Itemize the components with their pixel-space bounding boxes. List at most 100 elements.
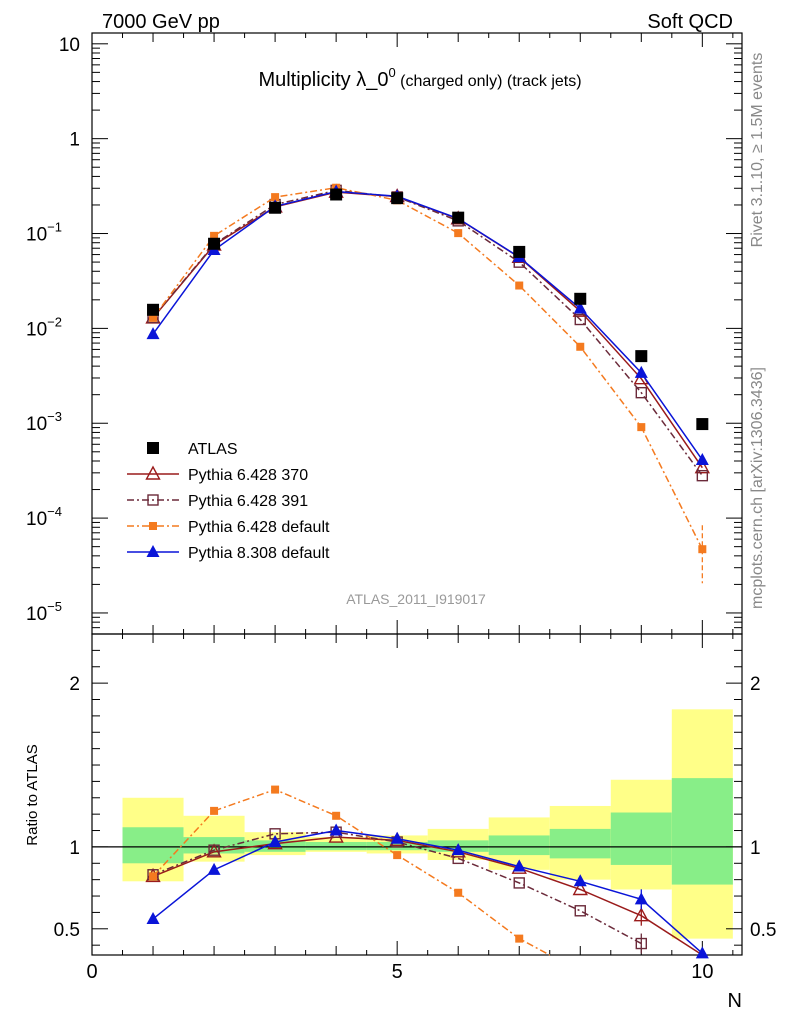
legend-entry: Pythia 8.308 default — [127, 545, 330, 562]
data-point — [576, 342, 585, 351]
chart-title-sup: 0 — [388, 65, 395, 80]
y-tick-label: 10−3 — [26, 409, 62, 435]
x-axis-label: N — [728, 990, 742, 1012]
data-point — [269, 201, 282, 214]
y-tick-label: 10−5 — [26, 599, 62, 625]
data-point — [513, 245, 526, 258]
y-tick-label-base: 10 — [26, 225, 47, 246]
legend-entry: Pythia 6.428 default — [127, 519, 330, 536]
y-tick-label-exponent: −2 — [47, 314, 62, 329]
legend-label: Pythia 6.428 391 — [188, 493, 308, 510]
ratio-data-point — [146, 911, 160, 924]
data-point — [635, 350, 648, 363]
series-atlas — [147, 188, 709, 431]
mcplots-label: mcplots.cern.ch [arXiv:1306.3436] — [749, 367, 766, 609]
y-tick-label: 1 — [69, 130, 80, 151]
stat-band — [610, 812, 672, 865]
series-pythia-6-428-391 — [147, 184, 709, 482]
ratio-series-pythia-6-428-default — [149, 785, 551, 956]
energy-label: 7000 GeV pp — [102, 11, 220, 33]
rivet-version-label: Rivet 3.1.10, ≥ 1.5M events — [749, 53, 766, 248]
ratio-data-point — [574, 905, 586, 917]
chart-title: Multiplicity λ_00 (charged only) (track … — [258, 65, 581, 91]
main-panel-frame — [91, 32, 743, 635]
chart-title-suffix: (charged only) (track jets) — [396, 73, 582, 90]
data-point — [452, 211, 465, 224]
legend-label: Pythia 6.428 default — [188, 519, 330, 536]
ratio-panel-frame — [91, 633, 743, 956]
legend-entry: Pythia 6.428 370 — [127, 465, 308, 484]
x-tick-label: 10 — [691, 961, 713, 983]
chart-title-main: Multiplicity λ_0 — [258, 69, 388, 91]
main-panel-series — [145, 183, 711, 584]
data-point — [391, 192, 404, 205]
ratio-data-point — [332, 811, 341, 820]
legend-entry: ATLAS — [147, 441, 238, 458]
data-point — [698, 545, 707, 554]
data-point — [146, 327, 160, 340]
legend-label: Pythia 6.428 370 — [188, 467, 308, 484]
legend-marker — [147, 494, 159, 506]
y-tick-label-exponent: −1 — [47, 220, 62, 235]
series-line — [152, 186, 703, 550]
ratio-series-pythia-8-308-default — [146, 823, 709, 959]
ratio-data-point — [451, 843, 465, 856]
ratio-data-point — [513, 877, 525, 889]
data-point — [147, 303, 160, 316]
series-line — [152, 190, 703, 461]
ratio-data-point — [572, 881, 588, 896]
legend: ATLAS Pythia 6.428 370 Pythia 6.428 391 Pyt… — [127, 441, 330, 562]
ratio-series-line — [152, 836, 703, 956]
ratio-y-tick-label-right: 1 — [750, 838, 761, 859]
stat-band — [488, 835, 550, 856]
series-line — [152, 189, 703, 477]
y-tick-label: 10−1 — [26, 220, 62, 246]
ratio-data-point — [393, 851, 402, 860]
stat-band — [549, 828, 611, 859]
data-point — [210, 231, 219, 240]
ratio-data-point — [329, 823, 343, 836]
data-point — [515, 281, 524, 290]
data-point — [330, 188, 343, 201]
stat-band — [122, 827, 184, 864]
ratio-data-point — [271, 785, 280, 794]
ratio-data-point — [328, 828, 344, 843]
data-point — [694, 459, 711, 474]
series-line — [152, 191, 703, 469]
series-pythia-8-308-default — [146, 184, 709, 465]
x-tick-label: 0 — [86, 961, 97, 983]
ratio-y-label: Ratio to ATLAS — [24, 744, 41, 845]
data-point — [454, 229, 463, 238]
y-tick-label: 10 — [59, 35, 80, 56]
process-label: Soft QCD — [647, 11, 733, 33]
legend-label: ATLAS — [188, 441, 238, 458]
ratio-data-point — [208, 844, 220, 856]
y-tick-label: 10−2 — [26, 314, 62, 340]
ratio-data-point — [573, 874, 587, 887]
data-point — [696, 469, 709, 482]
stat-band — [305, 841, 367, 851]
ratio-y-tick-label: 2 — [69, 674, 80, 695]
data-point — [696, 418, 709, 431]
y-tick-label-exponent: −5 — [47, 599, 62, 614]
data-point — [695, 452, 709, 465]
ratio-series-line — [152, 788, 551, 956]
data-point — [574, 313, 586, 326]
ratio-data-point — [454, 888, 463, 897]
y-tick-label-exponent: −3 — [47, 409, 62, 424]
data-point — [637, 423, 646, 432]
legend-marker — [147, 442, 159, 454]
ratio-data-point — [210, 806, 219, 815]
ratio-data-point — [149, 872, 158, 881]
data-point — [574, 292, 587, 305]
analysis-id-label: ATLAS_2011_I919017 — [346, 591, 486, 607]
y-tick-label: 10−4 — [26, 504, 62, 530]
data-point — [635, 386, 647, 399]
legend-entry: Pythia 6.428 391 — [127, 493, 308, 510]
data-point — [149, 313, 158, 322]
ratio-y-tick-label: 1 — [69, 838, 80, 859]
y-tick-label-base: 10 — [26, 414, 47, 435]
data-point — [271, 193, 280, 202]
y-tick-label-base: 10 — [26, 319, 47, 340]
